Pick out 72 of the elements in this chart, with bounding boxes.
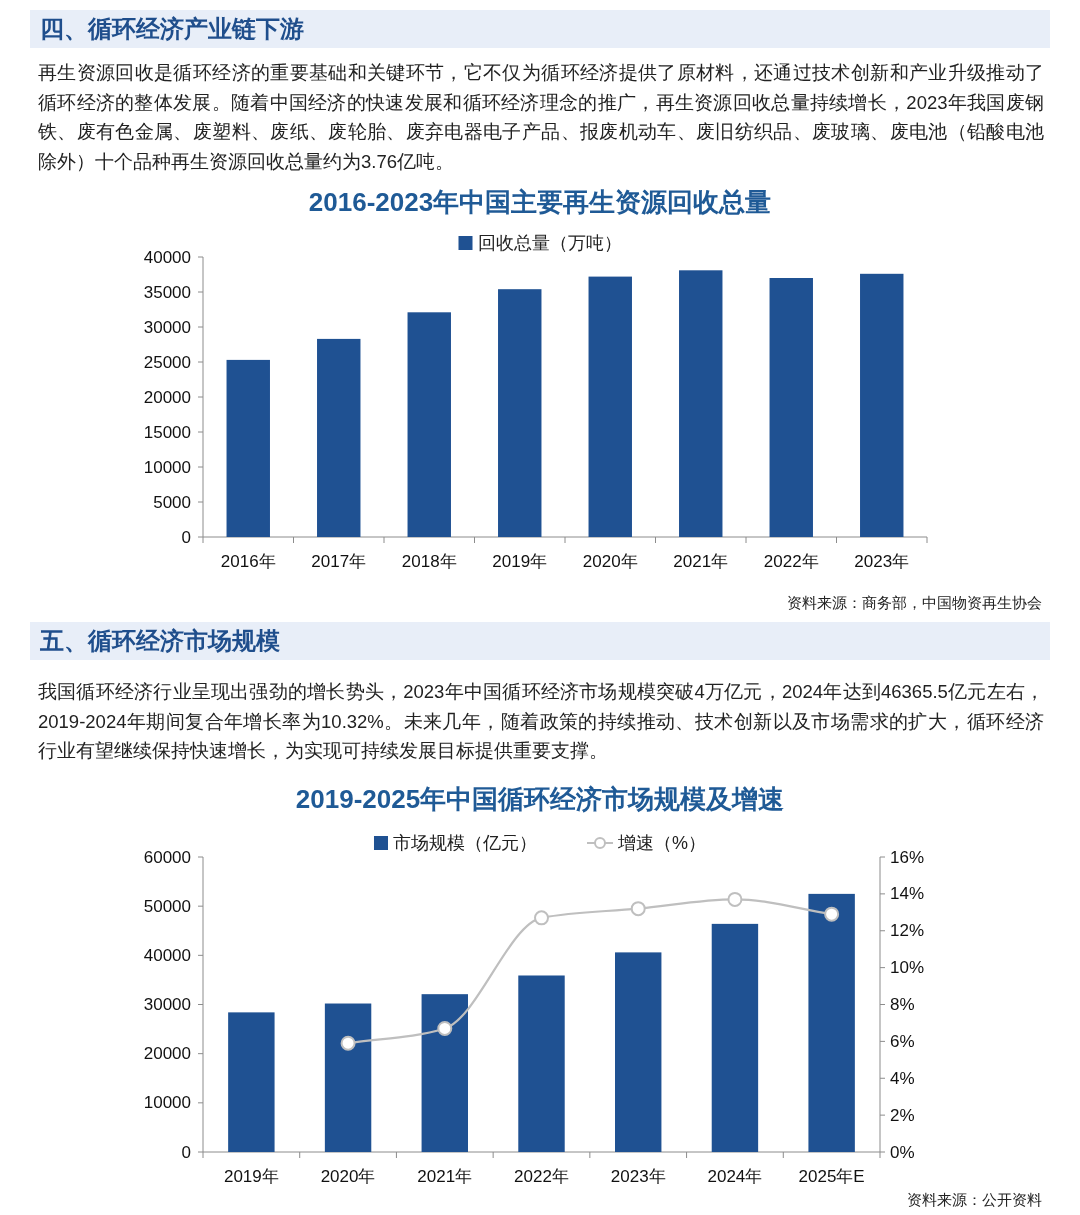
bar <box>407 312 451 537</box>
x-tick-label: 2021年 <box>673 551 729 571</box>
bar <box>588 276 632 537</box>
bar <box>228 1012 275 1152</box>
x-tick-label: 2020年 <box>582 551 638 571</box>
text: 再生资源回收是循环经济的重要基础和关键环节，它不仅为循环经济提供了原材料，还通过技术创新和产业升级推动了循环经济的整体发展。随着中国经济的快速发展和循环经济理念的推广，再生资源回收总量持续增长，2023年我国废钢铁、废有色金属、废塑料、废纸、废轮胎、废弃电器电子产品、报废机动车、废旧纺织品、废玻璃、废电池（铅酸电池除外）十个品种再生资源回收总量约为3.76亿吨。 <box>38 61 1044 174</box>
point <box>437 1020 453 1036</box>
point <box>534 910 549 926</box>
legend-label: 回收总量（万吨） <box>477 233 622 253</box>
bar <box>860 273 904 537</box>
y2-tick-label: 10% <box>890 958 925 978</box>
legend-label: 增速（%） <box>616 833 707 853</box>
y2-tick-label: 12% <box>890 921 925 941</box>
y2-tick-label: 4% <box>890 1068 915 1088</box>
point <box>630 901 646 917</box>
y-tick-label: 0 <box>181 527 191 547</box>
y-tick-label: 35000 <box>143 282 191 302</box>
y2-tick-label: 16% <box>890 847 925 867</box>
text: 我国循环经济行业呈现出强劲的增长势头，2023年中国循环经济市场规模突破4万亿元，2024年达到46365.5亿元左右，2019-2024年期间复合年增长率为10.32%。未来几年，随着政策的持续推动、技术创新以及市场需求的扩大，循环经济行业有望继续保持快速增长，为实现可持续发展目标提供重要支撑。 <box>38 680 1044 763</box>
point <box>824 906 840 922</box>
bar <box>518 975 565 1152</box>
legend-label: 市场规模（亿元） <box>392 833 537 853</box>
y2-tick-label: 14% <box>890 884 925 904</box>
chart-title: 2016-2023年中国主要再生资源回收总量 <box>308 187 772 217</box>
text: 四、循环经济产业链下游 <box>30 10 1050 48</box>
text: 五、循环经济市场规模 <box>30 622 1050 660</box>
x-tick-label: 2016年 <box>220 551 276 571</box>
bar <box>498 289 542 537</box>
bar <box>808 893 855 1152</box>
bar <box>615 952 662 1152</box>
x-tick-label: 2018年 <box>401 551 457 571</box>
bar <box>769 278 813 537</box>
x-tick-label: 2025年E <box>798 1166 865 1186</box>
x-tick-label: 2021年 <box>417 1166 473 1186</box>
x-tick-label: 2019年 <box>223 1166 279 1186</box>
y2-tick-label: 8% <box>890 995 915 1014</box>
text: 资料来源：商务部，中国物资再生协会 <box>787 593 1042 611</box>
y-tick-label: 10000 <box>143 1093 191 1113</box>
y-tick-label: 30000 <box>143 995 191 1014</box>
y-tick-label: 10000 <box>143 457 191 477</box>
y-tick-label: 0 <box>181 1142 191 1162</box>
y-tick-label: 20000 <box>143 1044 191 1064</box>
x-tick-label: 2020年 <box>320 1166 376 1186</box>
y-tick-label: 50000 <box>143 896 191 916</box>
x-tick-label: 2023年 <box>854 551 910 571</box>
text: 资料来源：公开资料 <box>907 1190 1042 1208</box>
y-tick-label: 60000 <box>143 847 191 867</box>
x-tick-label: 2024年 <box>707 1166 763 1186</box>
x-tick-label: 2023年 <box>610 1166 666 1186</box>
y-tick-label: 5000 <box>153 492 191 512</box>
x-tick-label: 2022年 <box>763 551 819 571</box>
y2-tick-label: 2% <box>890 1105 915 1125</box>
y-tick-label: 20000 <box>143 387 191 407</box>
y-tick-label: 40000 <box>143 945 191 965</box>
x-tick-label: 2022年 <box>514 1166 569 1186</box>
y-tick-label: 30000 <box>143 317 191 337</box>
point <box>340 1035 356 1051</box>
bar <box>324 1003 372 1152</box>
bar <box>421 994 468 1152</box>
point <box>727 891 743 907</box>
chart-title: 2019-2025年中国循环经济市场规模及增速 <box>295 784 785 814</box>
y-tick-label: 15000 <box>143 422 191 442</box>
x-tick-label: 2019年 <box>492 551 548 571</box>
y-tick-label: 40000 <box>143 247 191 267</box>
bar <box>226 359 270 537</box>
y2-tick-label: 6% <box>890 1031 915 1051</box>
bar <box>317 338 361 537</box>
y-tick-label: 25000 <box>143 352 191 372</box>
bar <box>679 270 723 537</box>
bar <box>711 923 759 1152</box>
x-tick-label: 2017年 <box>311 551 367 571</box>
y2-tick-label: 0% <box>890 1142 915 1162</box>
